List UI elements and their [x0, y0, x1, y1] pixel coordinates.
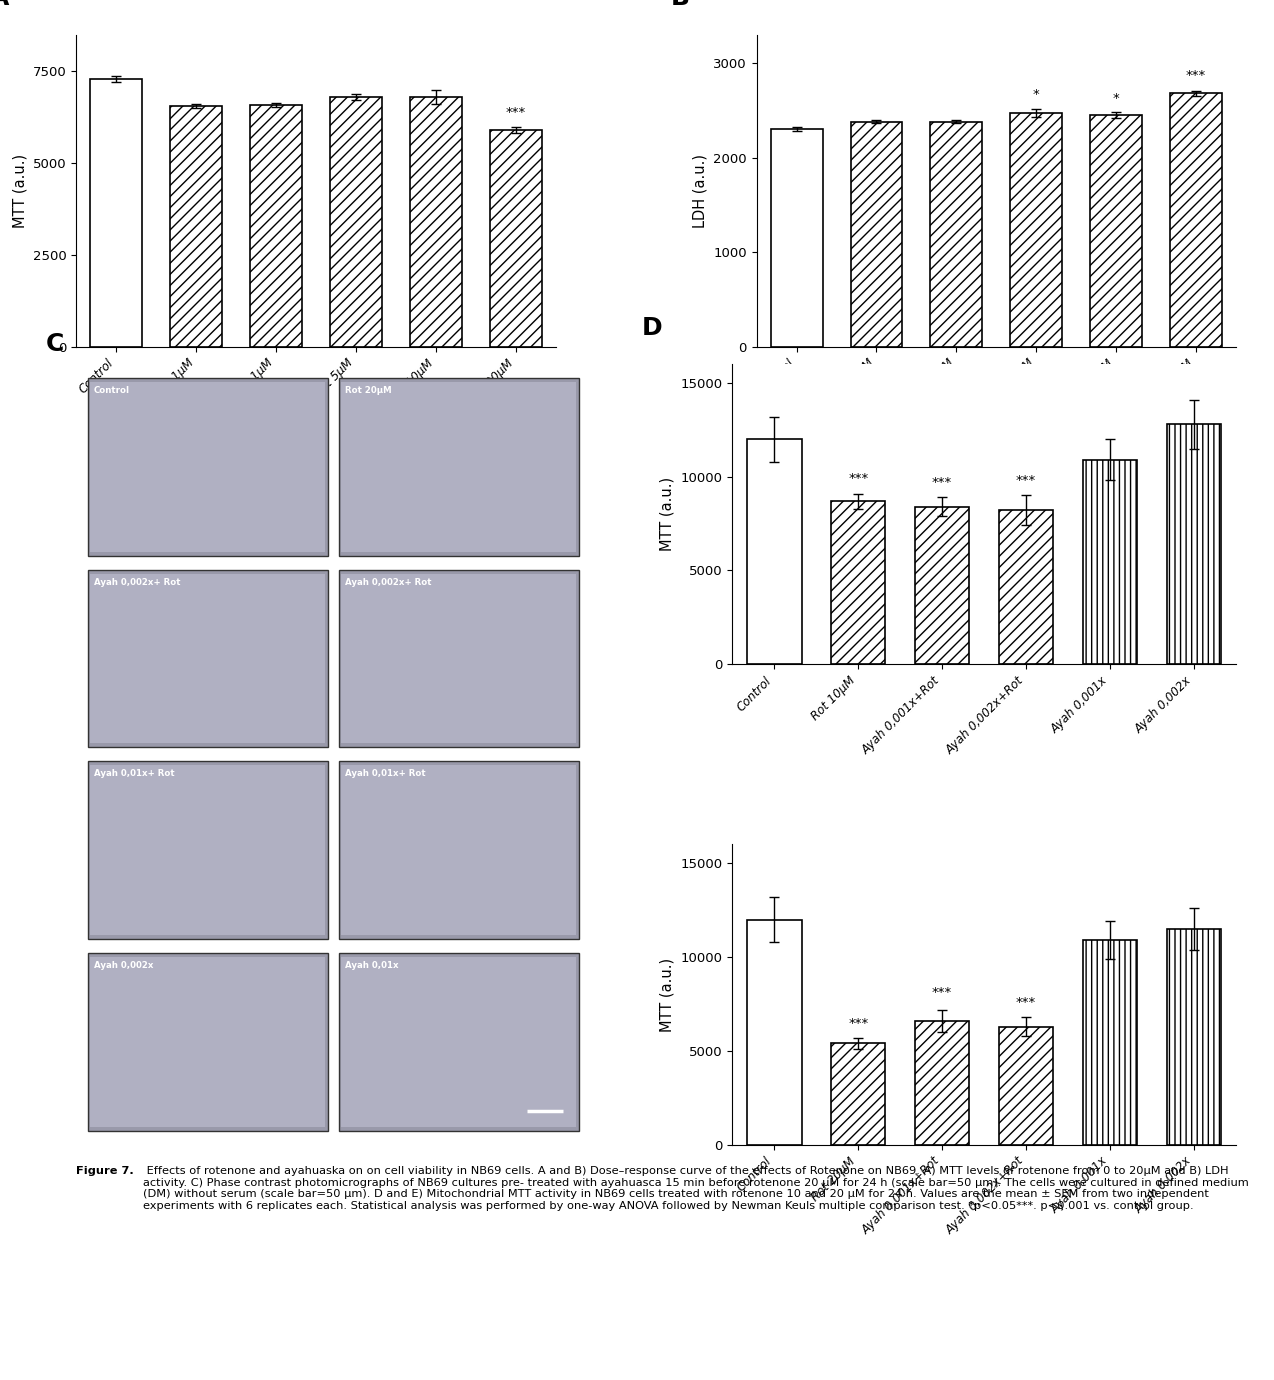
Y-axis label: MTT (a.u.): MTT (a.u.) — [660, 477, 675, 551]
Text: *: * — [1033, 88, 1040, 101]
Bar — [747, 919, 801, 1145]
Text: ***: *** — [1186, 69, 1206, 83]
Bar — [930, 121, 982, 346]
Bar — [171, 106, 222, 346]
Bar — [341, 956, 576, 1127]
Text: Ayah 0,01x+ Rot: Ayah 0,01x+ Rot — [345, 769, 426, 778]
Bar — [88, 570, 327, 748]
Bar — [88, 762, 327, 938]
Bar — [339, 954, 578, 1130]
Bar — [90, 79, 143, 346]
Bar — [1170, 94, 1222, 346]
Text: *: * — [1112, 91, 1120, 105]
Text: ***: *** — [1015, 475, 1036, 487]
Bar — [831, 501, 885, 664]
Y-axis label: MTT (a.u.): MTT (a.u.) — [13, 153, 28, 228]
Text: ***: *** — [1015, 996, 1036, 1009]
Bar — [1083, 460, 1138, 664]
Bar — [90, 574, 325, 744]
Text: Figure 7.: Figure 7. — [76, 1166, 134, 1176]
Bar — [341, 574, 576, 744]
Text: Ayah 0,01x: Ayah 0,01x — [345, 960, 399, 970]
Bar — [1010, 113, 1063, 346]
Bar — [90, 766, 325, 936]
Bar — [339, 762, 578, 938]
Text: Ayah 0,002x+ Rot: Ayah 0,002x+ Rot — [94, 578, 181, 586]
Bar — [90, 956, 325, 1127]
Bar — [330, 97, 382, 346]
Bar — [339, 570, 578, 748]
Bar — [410, 97, 461, 346]
Bar — [747, 439, 801, 664]
Bar — [1091, 115, 1142, 346]
Bar — [88, 954, 327, 1130]
Bar — [1167, 929, 1220, 1145]
Text: ***: *** — [933, 987, 952, 999]
Text: C: C — [46, 333, 64, 356]
Text: Ayah 0,01x+ Rot: Ayah 0,01x+ Rot — [94, 769, 175, 778]
Bar — [90, 382, 325, 552]
Bar — [339, 378, 578, 556]
Y-axis label: MTT (a.u.): MTT (a.u.) — [660, 958, 675, 1032]
Text: ***: *** — [848, 472, 869, 486]
Text: D: D — [642, 316, 662, 339]
Bar — [489, 130, 541, 346]
Bar — [831, 1043, 885, 1145]
Text: A: A — [0, 0, 10, 10]
Text: ***: *** — [933, 476, 952, 489]
Bar — [851, 121, 902, 346]
Bar — [771, 130, 823, 346]
Text: Control: Control — [94, 386, 130, 395]
Text: ***: *** — [506, 106, 526, 119]
Text: Rot 20μM: Rot 20μM — [345, 386, 391, 395]
Text: Ayah 0,002x+ Rot: Ayah 0,002x+ Rot — [345, 578, 432, 586]
Bar — [250, 105, 302, 346]
Text: B: B — [670, 0, 689, 10]
Bar — [915, 506, 970, 664]
Bar — [341, 382, 576, 552]
Bar — [88, 378, 327, 556]
Text: Ayah 0,002x: Ayah 0,002x — [94, 960, 153, 970]
Bar — [999, 511, 1054, 664]
Bar — [341, 766, 576, 936]
Bar — [915, 1021, 970, 1145]
Bar — [999, 1027, 1054, 1145]
Text: ***: *** — [848, 1017, 869, 1029]
Bar — [1083, 940, 1138, 1145]
Text: Effects of rotenone and ayahuaska on on cell viability in NB69 cells. A and B) D: Effects of rotenone and ayahuaska on on … — [143, 1166, 1249, 1210]
Y-axis label: LDH (a.u.): LDH (a.u.) — [693, 153, 708, 228]
Bar — [1167, 424, 1220, 664]
